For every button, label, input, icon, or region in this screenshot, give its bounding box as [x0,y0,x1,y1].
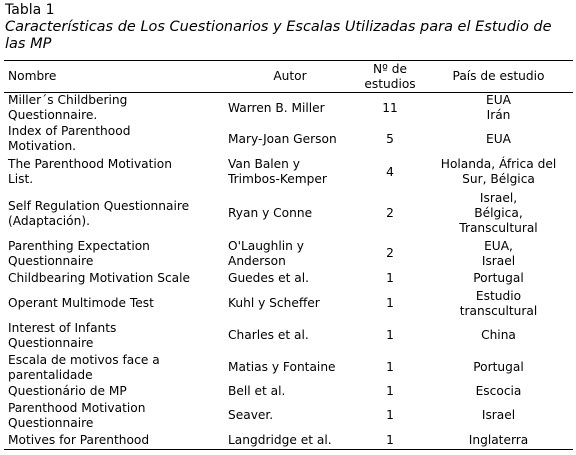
table-row: Escala de motivos face a parentalidade Ma… [4,352,573,384]
table-row: Childbearing Motivation Scale Guedes et a… [4,270,573,288]
table-cell: 1 [386,271,394,285]
table-cell: 11 [382,100,398,115]
table-row: Questionário de MP Bell et al. 1 Escocia [4,384,573,400]
table-cell: Estudio transcultural [459,288,538,318]
table-cell: The Parenthood Motivation List. [8,157,172,186]
table-cell: Portugal [473,271,524,285]
table-cell: Miller´s Childbering Questionnaire. [8,93,128,123]
table-cell: 1 [386,360,394,374]
table-cell: O'Laughlin y Anderson [228,238,304,268]
column-header: País de estudio [452,69,545,83]
table-row: Operant Multimode Test Kuhl y Scheffer 1 Es… [4,288,573,320]
table-cell: Holanda, África del Sur, Bélgica [440,157,557,186]
table-cell: Parenthood Motivation Questionnaire [8,400,146,430]
table-cell: Matias y Fontaine [228,360,336,374]
table-row: Parenthing Expectation Questionnaire O'La… [4,238,573,270]
table-cell: Charles et al. [228,328,309,342]
table-cell: Motives for Parenthood [8,432,150,447]
table-cell: 5 [386,131,394,146]
header-row: Nombre Autor Nº de estudios País de estudio [4,60,573,93]
table-cell: Index of Parenthood Motivation. [8,124,131,153]
table-cell: Operant Multimode Test [8,296,154,310]
table-cell: Bell et al. [228,384,286,398]
table-cell: Parenthing Expectation Questionnaire [8,238,150,268]
table-cell: Kuhl y Scheffer [228,296,320,310]
table-cell: Israel, Bélgica, Transcultural [459,191,538,235]
column-header: Nº de estudios [364,61,416,91]
column-header: Nombre [8,69,57,83]
table-cell: 1 [386,432,394,447]
table-row: Motives for Parenthood Langdridge et al. 1… [4,432,573,450]
table-cell: EUA, Israel [481,238,516,268]
table-cell: Ryan y Conne [228,206,313,220]
table-row: The Parenthood Motivation List. Van Balen… [4,155,573,190]
table-cell: Van Balen y Trimbos-Kemper [228,157,327,186]
table-cell: Questionário de MP [8,384,127,398]
table-cell: Childbearing Motivation Scale [8,271,191,285]
table-cell: Warren B. Miller [228,100,325,115]
table-row: Interest of Infants Questionnaire Charles… [4,320,573,352]
table-cell: Escala de motivos face a parentalidade [8,352,160,382]
table-row: Self Regulation Questionnaire (Adaptació… [4,190,573,238]
table: Nombre Autor Nº de estudios País de estudio… [4,60,573,450]
table-cell: EUA [486,131,511,146]
table-cell: EUA Irán [486,93,511,123]
table-caption: Características de Los Cuestionarios y E… [5,19,552,52]
table-cell: Inglaterra [468,432,529,447]
table-title: Tabla 1 [5,2,55,18]
table-cell: Interest of Infants Questionnaire [8,320,117,350]
table-cell: 1 [386,384,394,398]
table-cell: Seaver. [228,408,274,422]
table-cell: China [481,328,516,342]
table-cell: 2 [386,246,394,260]
table-cell: Langdridge et al. [228,432,332,447]
table-cell: 1 [386,296,394,310]
table-cell: 2 [386,206,394,220]
table-cell: Guedes et al. [228,271,310,285]
table-row: Index of Parenthood Motivation. Mary-Joan… [4,124,573,155]
table-cell: Escocia [475,384,522,398]
table-cell: 1 [386,408,394,422]
table-row: Parenthood Motivation Questionnaire Seave… [4,400,573,432]
table-cell: Israel [481,408,516,422]
table-cell: Portugal [473,360,524,374]
table-cell: Mary-Joan Gerson [228,131,337,146]
column-header: Autor [273,69,307,83]
table-cell: Self Regulation Questionnaire (Adaptació… [8,198,190,228]
table-cell: 1 [386,328,394,342]
table-row: Miller´s Childbering Questionnaire. Warre… [4,93,573,124]
table-cell: 4 [386,164,394,179]
